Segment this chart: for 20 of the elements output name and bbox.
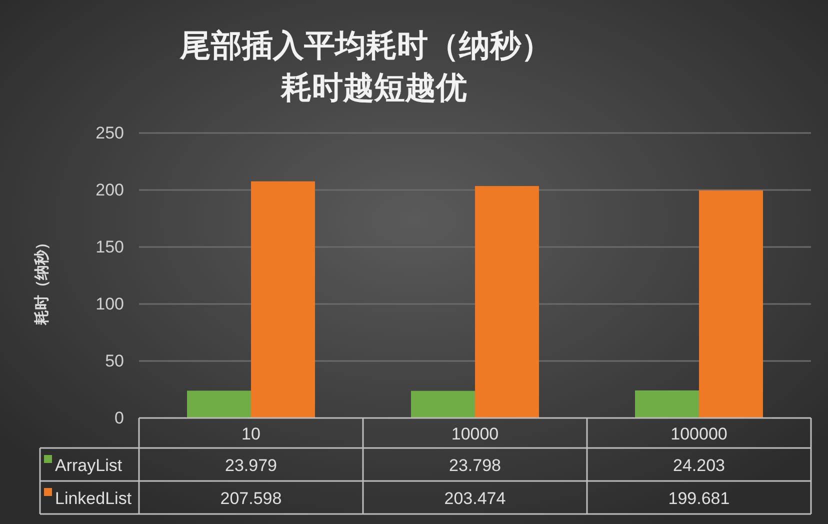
data-label: 24.203: [673, 456, 725, 475]
data-label: 207.598: [220, 489, 282, 508]
x-tick-label: 10000: [451, 424, 499, 444]
data-label: 23.979: [225, 456, 277, 475]
y-tick-label: 50: [105, 352, 124, 370]
x-tick-label: 10: [242, 424, 260, 444]
y-tick-label: 100: [96, 294, 124, 314]
y-tick-label: 200: [96, 180, 124, 200]
legend-label: ArrayList: [55, 456, 122, 475]
legend-label: LinkedList: [55, 489, 132, 508]
data-label: 199.681: [668, 489, 730, 508]
y-tick-label: 250: [96, 124, 124, 142]
chart-subtitle: 耗时越短越优: [280, 70, 467, 105]
data-label: 23.798: [449, 456, 501, 475]
chart-title: 尾部插入平均耗时（纳秒）: [179, 28, 552, 63]
y-axis-title: 耗时（纳秒）: [34, 235, 50, 326]
y-tick-label: 0: [114, 408, 124, 428]
y-tick-label: 150: [96, 238, 124, 256]
x-tick-label: 100000: [670, 424, 728, 444]
data-label: 203.474: [444, 489, 506, 508]
